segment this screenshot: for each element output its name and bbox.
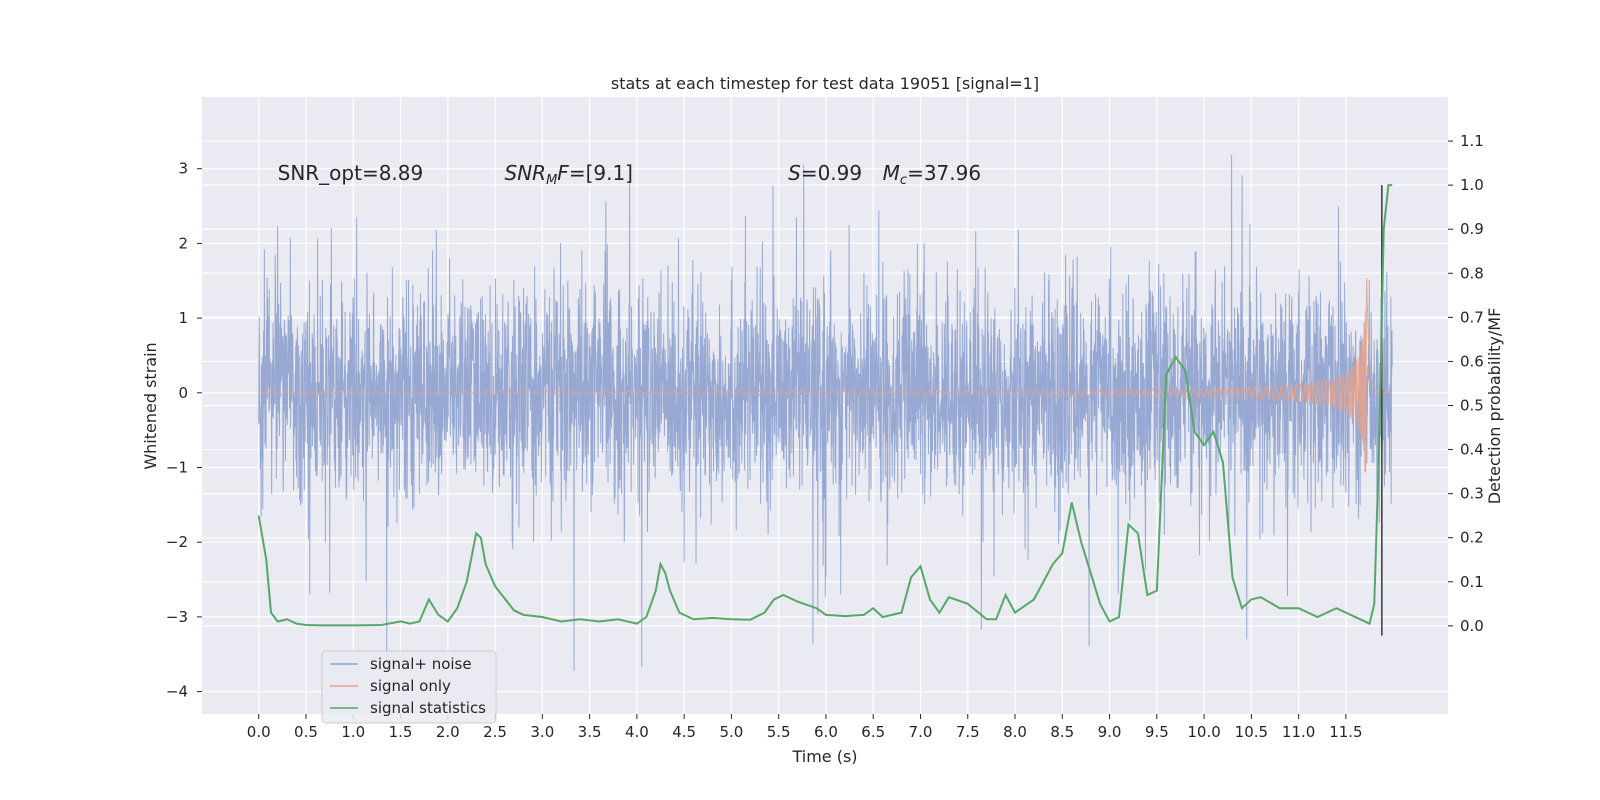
y-right-tick-label: 0.7 [1460,308,1484,326]
x-tick-label: 11.5 [1329,723,1362,741]
series-signal-statistics [257,184,1393,627]
x-tick-label: 9.5 [1145,723,1169,741]
x-tick-label: 8.5 [1050,723,1074,741]
legend-label-signal-only: signal only [370,677,451,695]
chart-title: stats at each timestep for test data 190… [611,74,1039,93]
y-left-tick-label: 3 [178,160,188,178]
y-right-tick-label: 1.0 [1460,176,1484,194]
legend: signal+ noise signal only signal statist… [321,650,497,724]
y-right-tick-label: 0.5 [1460,397,1484,415]
y-right-tick-label: 0.1 [1460,573,1484,591]
legend-label-signal-noise: signal+ noise [370,655,472,673]
y-left-tick-label: −4 [166,683,188,701]
annotation-3: Mc=37.96 [883,161,981,188]
x-tick-label: 11.0 [1282,723,1315,741]
annotation-2: S=0.99 [788,161,862,185]
x-tick-label: 2.0 [436,723,460,741]
x-tick-label: 0.0 [247,723,271,741]
x-tick-label: 0.5 [294,723,318,741]
y-left-tick-label: −2 [166,533,188,551]
legend-box [321,650,497,724]
x-tick-label: 10.5 [1235,723,1268,741]
y-right-tick-label: 0.4 [1460,441,1484,459]
y-right-tick-label: 1.1 [1460,132,1484,150]
x-tick-label: 10.0 [1187,723,1220,741]
x-tick-label: 7.5 [956,723,980,741]
y-left-axis-ticks: −4 −3 −2 −1 0 1 2 3 [166,160,202,701]
series-signal-noise [258,154,1393,671]
y-left-tick-label: 1 [178,309,188,327]
y-right-tick-label: 0.3 [1460,485,1484,503]
y-left-tick-label: 0 [178,384,188,402]
y-right-axis-label: Detection probability/MF [1485,308,1504,505]
y-right-tick-label: 0.9 [1460,220,1484,238]
x-tick-label: 7.0 [909,723,933,741]
series-signal-only [258,278,1393,473]
traces [257,154,1393,671]
y-right-tick-label: 0.2 [1460,529,1484,547]
y-left-tick-label: −3 [166,608,188,626]
y-right-tick-label: 0.8 [1460,264,1484,282]
x-tick-label: 6.5 [861,723,885,741]
y-left-tick-label: 2 [178,234,188,252]
y-right-axis-ticks: 0.0 0.1 0.2 0.3 0.4 0.5 0.6 0.7 0.8 0.9 1.0 1.1 [1448,132,1484,635]
x-tick-label: 3.5 [578,723,602,741]
x-tick-label: 5.0 [719,723,743,741]
x-tick-label: 3.0 [530,723,554,741]
x-tick-label: 2.5 [483,723,507,741]
y-right-tick-label: 0.0 [1460,617,1484,635]
x-tick-label: 4.5 [672,723,696,741]
x-tick-label: 1.5 [389,723,413,741]
annotation-0: SNR_opt=8.89 [278,161,424,185]
y-left-axis-label: Whitened strain [141,342,160,469]
x-axis-ticks: 0.0 0.5 1.0 1.5 2.0 2.5 3.0 3.5 4.0 4.5 5.0 5.5 6.0 6… [247,714,1363,741]
x-tick-label: 9.0 [1098,723,1122,741]
x-tick-label: 1.0 [341,723,365,741]
x-tick-label: 8.0 [1003,723,1027,741]
x-tick-label: 6.0 [814,723,838,741]
y-left-tick-label: −1 [166,458,188,476]
annotations: SNR_opt=8.89 SNRMF=[9.1] S=0.99 Mc=37.96 [278,161,981,188]
legend-label-signal-statistics: signal statistics [370,699,486,717]
y-right-tick-label: 0.6 [1460,352,1484,370]
x-tick-label: 5.5 [767,723,791,741]
annotation-1: SNRMF=[9.1] [505,161,633,188]
x-tick-label: 4.0 [625,723,649,741]
x-axis-label: Time (s) [791,747,857,766]
